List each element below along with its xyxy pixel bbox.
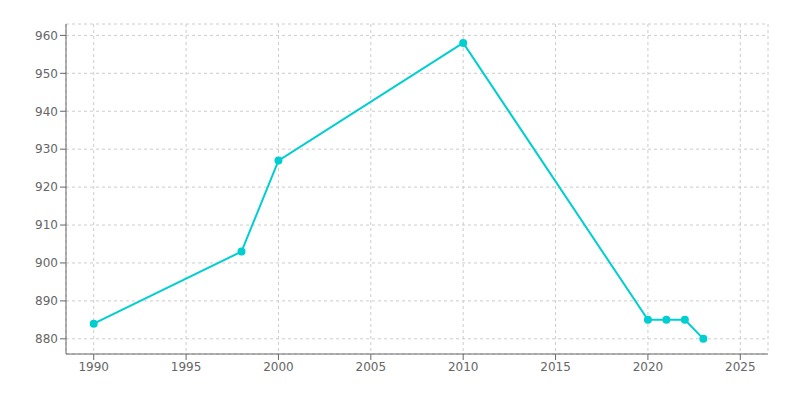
svg-text:910: 910 [35, 218, 58, 232]
svg-text:2000: 2000 [263, 360, 294, 374]
svg-text:2025: 2025 [725, 360, 756, 374]
svg-text:2010: 2010 [448, 360, 479, 374]
svg-text:950: 950 [35, 67, 58, 81]
svg-text:920: 920 [35, 180, 58, 194]
svg-text:2005: 2005 [356, 360, 387, 374]
svg-text:880: 880 [35, 332, 58, 346]
svg-text:1995: 1995 [171, 360, 202, 374]
svg-text:930: 930 [35, 142, 58, 156]
svg-text:940: 940 [35, 105, 58, 119]
svg-text:960: 960 [35, 29, 58, 43]
svg-text:2020: 2020 [633, 360, 664, 374]
svg-text:890: 890 [35, 294, 58, 308]
svg-text:1990: 1990 [78, 360, 109, 374]
svg-text:2015: 2015 [540, 360, 571, 374]
svg-text:900: 900 [35, 256, 58, 270]
